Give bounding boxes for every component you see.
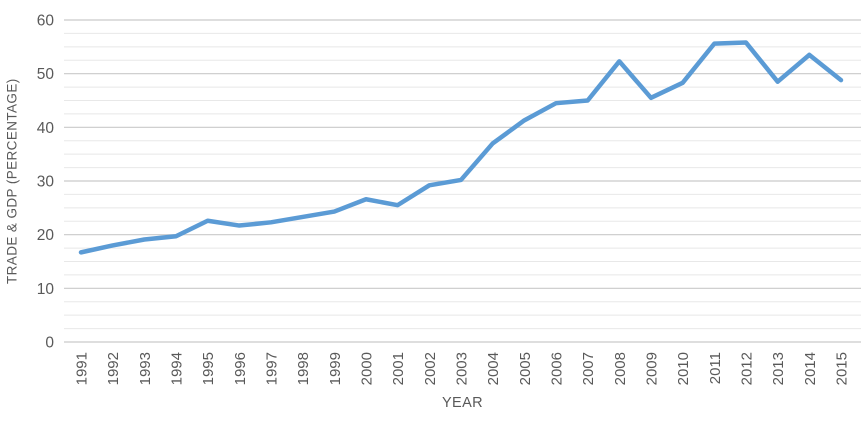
y-tick-label: 10 <box>37 281 55 298</box>
x-tick-label: 1992 <box>105 352 122 385</box>
x-tick-label: 2001 <box>390 352 407 385</box>
x-axis-title: YEAR <box>441 395 484 411</box>
x-tick-label: 2011 <box>707 352 724 384</box>
x-tick-label: 1993 <box>137 352 154 385</box>
x-tick-label: 2013 <box>770 352 787 385</box>
x-tick-label: 2006 <box>549 352 566 385</box>
y-tick-label: 60 <box>37 13 55 30</box>
y-tick-label: 50 <box>37 66 55 83</box>
x-tick-label: 1994 <box>169 352 186 385</box>
x-tick-label: 2008 <box>612 352 629 385</box>
y-tick-label: 0 <box>45 335 54 352</box>
x-tick-label: 1995 <box>200 352 217 385</box>
x-tick-label: 2010 <box>675 352 692 385</box>
x-tick-label: 2002 <box>422 352 439 385</box>
x-tick-label: 1991 <box>74 352 91 385</box>
x-tick-label: 1998 <box>295 352 312 385</box>
x-tick-label: 2009 <box>644 352 661 385</box>
x-tick-label: 1997 <box>264 352 281 385</box>
x-tick-label: 2015 <box>834 352 851 385</box>
x-tick-label: 2014 <box>802 352 819 385</box>
y-tick-label: 30 <box>37 174 55 191</box>
y-tick-label: 40 <box>37 120 55 137</box>
trade-gdp-series-line <box>78 40 844 255</box>
x-tick-label: 2005 <box>517 352 534 385</box>
x-tick-label: 2004 <box>485 352 502 385</box>
x-tick-label: 2003 <box>454 352 471 385</box>
x-tick-label: 2000 <box>359 352 376 385</box>
x-tick-label: 2007 <box>580 352 597 385</box>
x-tick-label: 1996 <box>232 352 249 385</box>
y-axis-title: TRADE & GDP (PERCENTAGE) <box>4 78 20 284</box>
y-tick-label: 20 <box>37 227 55 244</box>
x-tick-label: 1999 <box>327 352 344 385</box>
x-tick-label: 2012 <box>739 352 756 385</box>
